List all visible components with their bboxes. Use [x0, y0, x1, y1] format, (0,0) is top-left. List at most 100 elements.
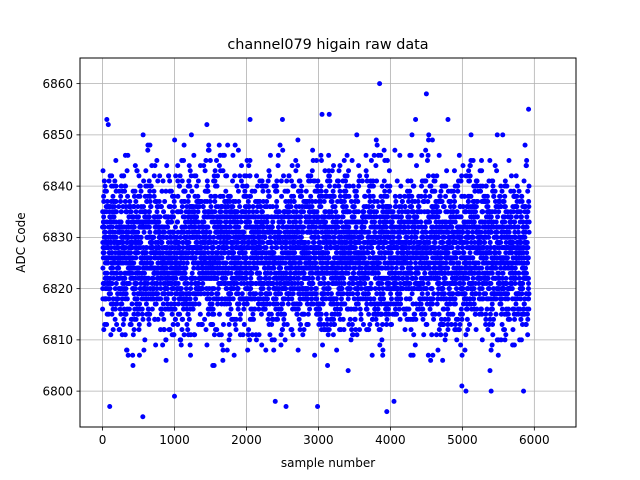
- data-point: [228, 224, 234, 230]
- data-point: [402, 204, 408, 210]
- data-point: [271, 337, 277, 343]
- data-point: [110, 193, 116, 199]
- data-point: [171, 204, 177, 210]
- data-point: [297, 219, 303, 225]
- data-point: [258, 275, 264, 281]
- data-point: [326, 255, 332, 261]
- data-point: [256, 332, 262, 338]
- data-point: [159, 240, 165, 245]
- data-point: [209, 301, 215, 307]
- data-point: [367, 322, 373, 327]
- data-point: [407, 281, 413, 286]
- data-point: [226, 265, 232, 271]
- data-point: [441, 291, 447, 297]
- data-point: [168, 291, 174, 297]
- data-point: [271, 347, 277, 353]
- data-point: [291, 183, 297, 189]
- data-point: [393, 199, 399, 204]
- data-point: [220, 347, 226, 353]
- data-point: [326, 286, 332, 292]
- data-point: [205, 224, 211, 230]
- data-point: [445, 265, 451, 271]
- data-point: [407, 188, 413, 194]
- data-point: [396, 306, 402, 312]
- data-point: [341, 158, 347, 163]
- data-point: [172, 224, 178, 230]
- data-point: [362, 193, 368, 199]
- data-point: [170, 214, 176, 220]
- data-point: [357, 173, 363, 179]
- data-point: [172, 306, 178, 312]
- data-point: [279, 327, 285, 333]
- data-point: [431, 291, 437, 297]
- data-point: [157, 214, 163, 220]
- data-point: [171, 296, 177, 302]
- data-point: [315, 275, 321, 281]
- data-point: [213, 240, 219, 245]
- data-point: [351, 214, 357, 220]
- data-point: [310, 281, 316, 286]
- data-point: [269, 322, 275, 327]
- data-point: [122, 275, 128, 281]
- data-point: [258, 204, 264, 210]
- data-point: [420, 316, 426, 322]
- data-point: [197, 311, 203, 317]
- data-point: [125, 352, 131, 358]
- data-point: [429, 286, 435, 292]
- data-point: [381, 296, 387, 302]
- data-point: [281, 316, 287, 322]
- data-point: [235, 306, 241, 312]
- data-point: [109, 281, 115, 286]
- data-point: [397, 316, 403, 322]
- data-point: [357, 327, 363, 333]
- data-point: [114, 322, 120, 327]
- data-point: [227, 301, 233, 307]
- data-point: [178, 337, 184, 343]
- data-point: [111, 214, 117, 220]
- data-point: [348, 337, 354, 343]
- data-point: [177, 173, 183, 179]
- data-point: [236, 255, 242, 261]
- data-point: [254, 265, 260, 271]
- data-point: [323, 188, 329, 194]
- data-point: [212, 178, 218, 184]
- data-point: [105, 260, 111, 266]
- data-point: [175, 178, 181, 184]
- data-point: [206, 147, 212, 153]
- data-point: [394, 178, 400, 184]
- data-point: [455, 183, 461, 189]
- data-point: [158, 204, 164, 210]
- data-point: [152, 163, 158, 169]
- data-point: [436, 327, 442, 333]
- data-point: [267, 291, 273, 297]
- data-point: [247, 173, 253, 179]
- data-point: [430, 301, 435, 307]
- data-point: [226, 322, 232, 327]
- data-point: [205, 311, 211, 317]
- data-point: [347, 209, 353, 215]
- data-point: [111, 204, 117, 210]
- data-point: [318, 188, 324, 194]
- data-point: [355, 291, 361, 297]
- data-point: [259, 342, 265, 348]
- data-point: [458, 342, 464, 348]
- data-point: [155, 291, 161, 297]
- data-point: [435, 347, 441, 353]
- data-point: [343, 178, 349, 184]
- data-point: [241, 306, 247, 312]
- data-point: [442, 337, 448, 343]
- data-point: [288, 204, 294, 210]
- data-point: [275, 316, 281, 322]
- data-point: [415, 199, 421, 204]
- data-point: [438, 255, 444, 261]
- data-point: [104, 322, 110, 327]
- data-point: [240, 183, 246, 189]
- data-point: [234, 219, 240, 225]
- data-points: [100, 81, 532, 420]
- data-point: [376, 260, 382, 266]
- data-point: [246, 204, 252, 210]
- data-point: [113, 199, 119, 204]
- data-point: [388, 291, 394, 297]
- data-point: [372, 229, 378, 235]
- data-point: [385, 306, 391, 312]
